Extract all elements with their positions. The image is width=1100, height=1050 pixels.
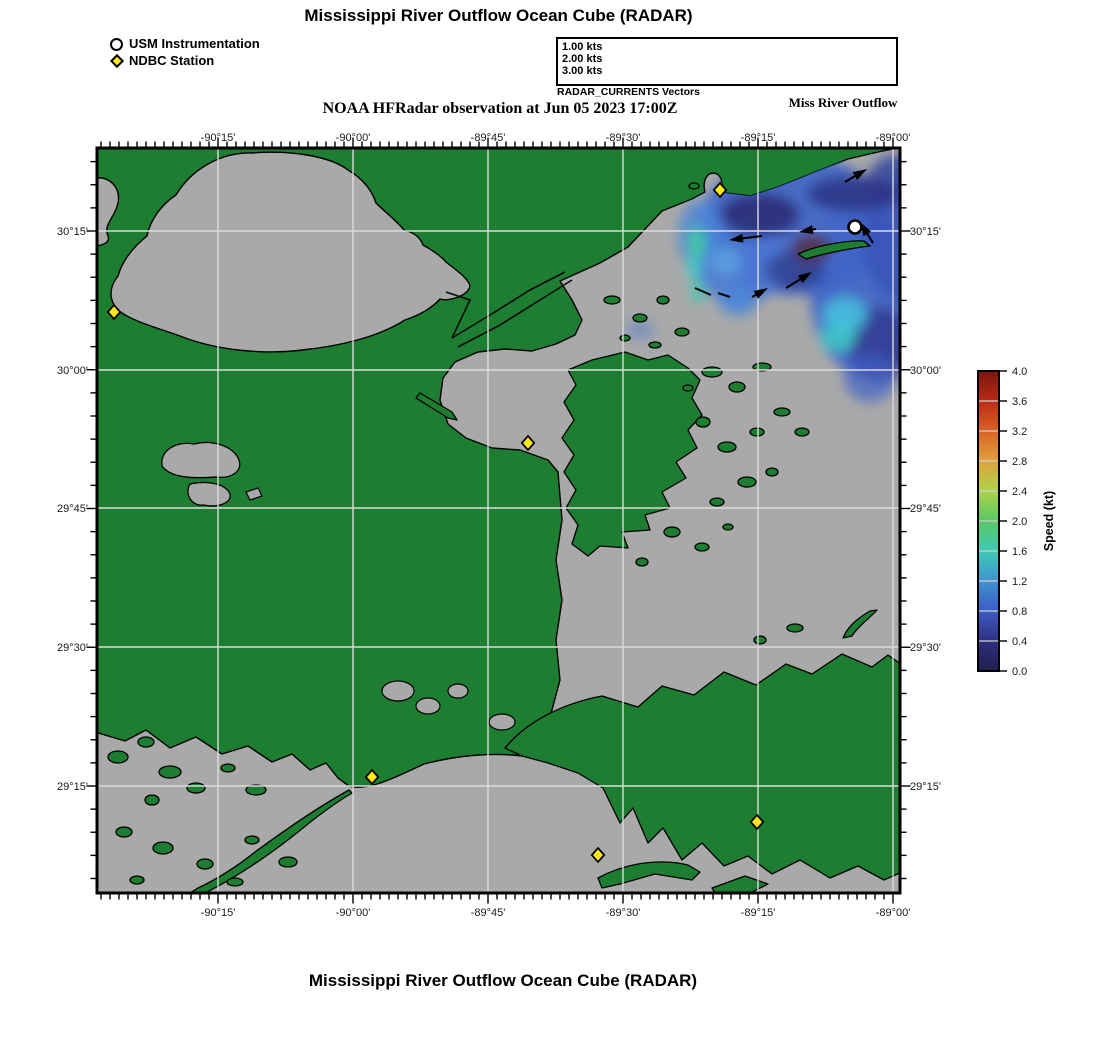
crescent-island xyxy=(842,609,878,639)
lat-lon-gridlines xyxy=(97,148,900,893)
usm-circle-icon xyxy=(110,38,123,51)
colorbar-tick-label: 4.0 xyxy=(1012,366,1027,378)
vector-head xyxy=(729,233,744,243)
lon-tick-label: -89°15' xyxy=(741,907,776,919)
lon-tick-label: -89°45' xyxy=(471,132,506,144)
colorbar-axis-label: Speed (kt) xyxy=(1042,491,1056,551)
inland-lake xyxy=(161,441,241,479)
rigolets-channels xyxy=(445,271,573,348)
figure-title: Mississippi River Outflow Ocean Cube (RA… xyxy=(304,6,693,25)
lon-tick-label: -90°15' xyxy=(201,132,236,144)
marsh-pond xyxy=(447,683,469,699)
lake-maurepas-edge xyxy=(97,177,120,247)
lon-tick-label: -89°00' xyxy=(876,907,911,919)
vector-head xyxy=(799,225,814,234)
delta-land xyxy=(504,653,900,881)
colorbar-border xyxy=(977,370,1000,672)
lon-tick-label: -90°15' xyxy=(201,907,236,919)
scale-row-label: 2.00 kts xyxy=(562,53,603,65)
vector-scale-box: 1.00 kts 2.00 kts 3.00 kts xyxy=(556,37,898,86)
biloxi-marsh xyxy=(561,351,703,557)
colorbar-tick-label: 0.8 xyxy=(1012,606,1027,618)
marsh-pond xyxy=(381,680,415,702)
lon-tick-label: -89°45' xyxy=(471,907,506,919)
inland-lake xyxy=(187,481,231,507)
legend-usm-label: USM Instrumentation xyxy=(129,36,260,51)
lon-tick-label: -89°00' xyxy=(876,132,911,144)
legend-ndbc-label: NDBC Station xyxy=(129,53,215,68)
vector-shaft xyxy=(694,287,712,296)
colorbar-tick-label: 2.0 xyxy=(1012,516,1027,528)
colorbar-tick-label: 1.2 xyxy=(1012,576,1027,588)
lon-tick-label: -90°00' xyxy=(336,907,371,919)
colorbar: 0.0 0.4 0.8 1.2 1.6 2.0 2.4 2.8 3.2 3.6 4.0 Speed (… xyxy=(977,366,1056,678)
axes-layer: -90°15' -90°15' -90°00' -90°00' -89°45' -89°4… xyxy=(57,132,941,919)
lat-tick-label: 30°00' xyxy=(910,365,941,377)
colorbar-tick-label: 2.8 xyxy=(1012,456,1027,468)
observation-subtitle: NOAA HFRadar observation at Jun 05 2023 … xyxy=(322,100,678,117)
lon-tick-label: -90°00' xyxy=(336,132,371,144)
colorbar-tick-label: 0.0 xyxy=(1012,666,1027,678)
colorbar-tick-label: 0.4 xyxy=(1012,636,1027,648)
ndbc-station-marker xyxy=(520,434,536,452)
vector-head xyxy=(852,169,867,180)
vector-head xyxy=(753,288,768,299)
lat-tick-label: 30°00' xyxy=(57,365,88,377)
ndbc-station-marker xyxy=(106,303,122,321)
ship-island xyxy=(797,240,871,260)
lat-tick-label: 29°15' xyxy=(910,781,941,793)
vector-scale-caption: RADAR_CURRENTS Vectors xyxy=(557,86,700,98)
scale-row-label: 1.00 kts xyxy=(562,41,603,53)
lat-tick-label: 29°45' xyxy=(57,503,88,515)
inland-pond xyxy=(245,487,263,501)
lat-tick-label: 30°15' xyxy=(910,226,941,238)
marsh-pond xyxy=(488,713,516,731)
lon-tick-label: -89°15' xyxy=(741,132,776,144)
colorbar-tick-label: 1.6 xyxy=(1012,546,1027,558)
lake-pontchartrain xyxy=(110,151,471,353)
ndbc-station-marker xyxy=(590,846,606,864)
ndbc-station-marker xyxy=(749,813,765,831)
figure-caption: Mississippi River Outflow Ocean Cube (RA… xyxy=(308,971,698,990)
ndbc-station-marker xyxy=(712,181,728,199)
scale-row-label: 3.00 kts xyxy=(562,65,603,77)
lon-tick-label: -89°30' xyxy=(606,132,641,144)
region-label: Miss River Outflow xyxy=(788,95,898,110)
lat-tick-label: 29°30' xyxy=(57,642,88,654)
colorbar-tick-label: 2.4 xyxy=(1012,486,1027,498)
ndbc-station-marker xyxy=(364,768,380,786)
marsh-pond xyxy=(415,697,441,715)
map-frame xyxy=(95,146,902,895)
current-vectors xyxy=(694,169,874,299)
lat-tick-label: 29°15' xyxy=(57,781,88,793)
lon-tick-label: -89°30' xyxy=(606,907,641,919)
lat-tick-label: 30°15' xyxy=(57,226,88,238)
lat-tick-label: 29°30' xyxy=(910,642,941,654)
usm-station-marker xyxy=(847,219,863,235)
lake-borgne-spit xyxy=(415,392,458,421)
colorbar-tick-label: 3.6 xyxy=(1012,396,1027,408)
station-markers xyxy=(106,181,863,864)
colorbar-tick-label: 3.2 xyxy=(1012,426,1027,438)
vector-head xyxy=(860,222,872,237)
lat-tick-label: 29°45' xyxy=(910,503,941,515)
vector-head xyxy=(797,272,812,284)
marsh-and-islands xyxy=(107,182,900,893)
vector-shaft xyxy=(717,292,731,298)
barrier-island-strip xyxy=(189,789,353,893)
